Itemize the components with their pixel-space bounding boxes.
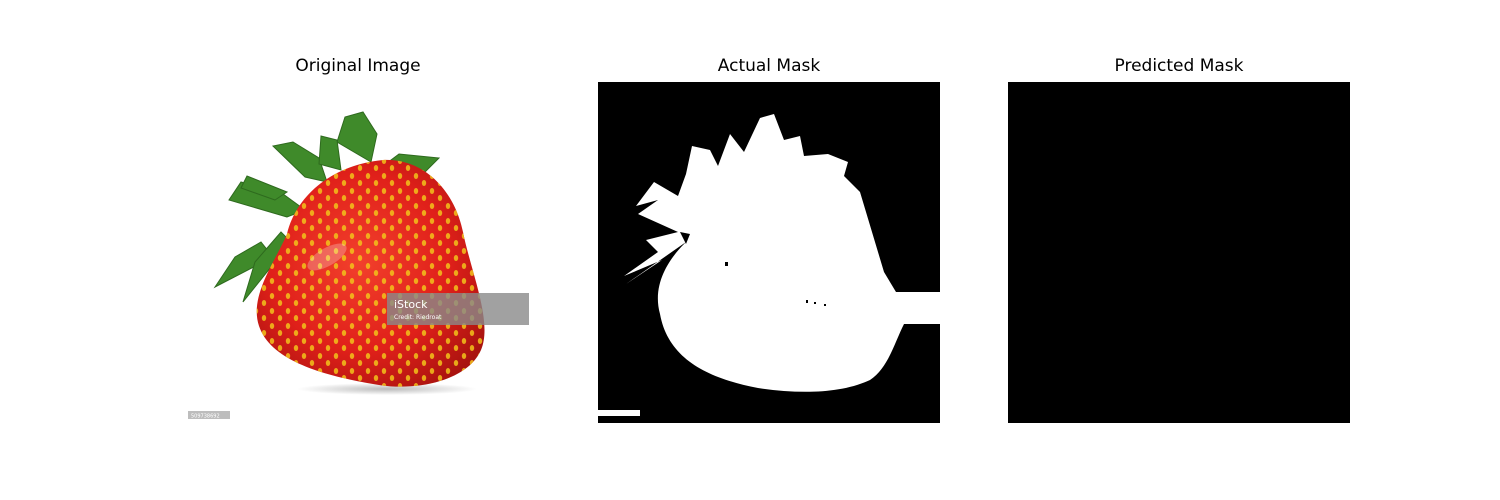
watermark-credit: Credit: Riedroat bbox=[394, 314, 442, 321]
actual-mask-title: Actual Mask bbox=[717, 56, 821, 76]
watermark-id-box bbox=[188, 411, 230, 419]
predicted-mask-image bbox=[1008, 82, 1350, 423]
actual-mask-shape bbox=[598, 82, 940, 423]
predicted-mask-panel: Predicted Mask bbox=[1008, 0, 1350, 500]
actual-mask-image bbox=[598, 82, 940, 423]
predicted-mask-title: Predicted Mask bbox=[1114, 56, 1244, 76]
watermark-brand: iStock bbox=[394, 298, 428, 311]
original-image-panel: Original Image bbox=[187, 0, 529, 500]
watermark-banner bbox=[387, 293, 529, 325]
predicted-mask-fill bbox=[1008, 82, 1350, 423]
original-image: iStock Credit: Riedroat 509738692 bbox=[187, 82, 529, 423]
actual-mask-panel: Actual Mask bbox=[598, 0, 940, 500]
watermark-id: 509738692 bbox=[191, 414, 220, 420]
strawberry-photo: iStock Credit: Riedroat 509738692 bbox=[187, 82, 529, 423]
original-image-title: Original Image bbox=[295, 56, 421, 76]
